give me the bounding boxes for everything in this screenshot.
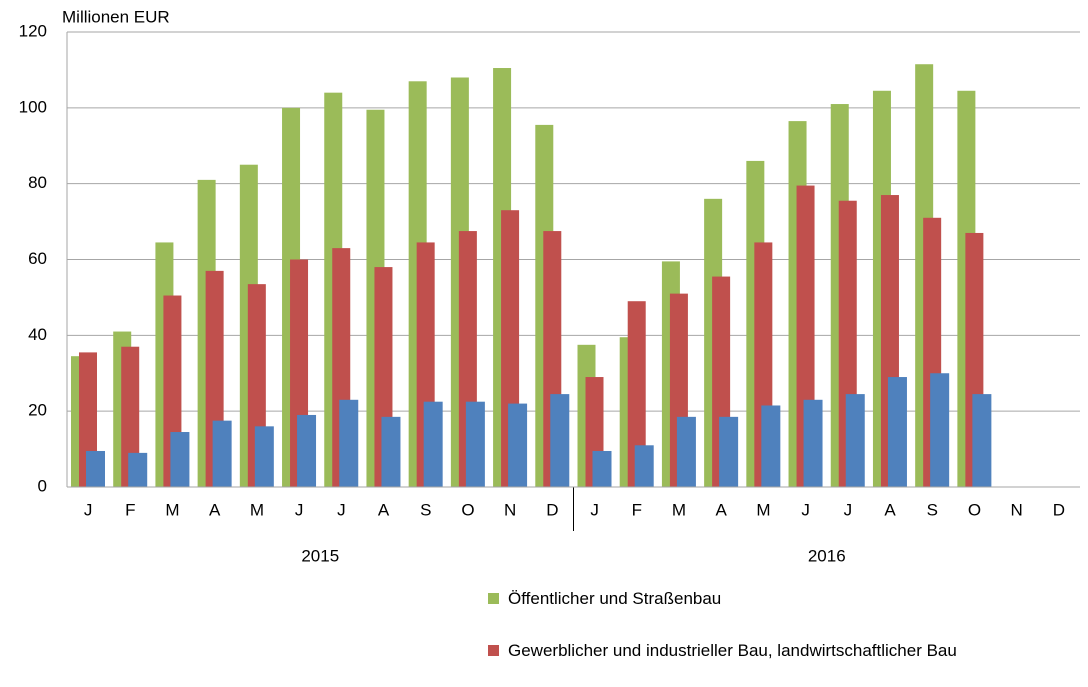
bar (254, 426, 274, 487)
bar (719, 416, 739, 487)
x-tick-label: O (461, 500, 474, 519)
bar (627, 301, 646, 487)
bar (761, 405, 781, 487)
x-tick-label: M (250, 500, 264, 519)
bar (845, 394, 865, 487)
y-tick-label: 120 (19, 21, 47, 40)
bar (887, 377, 907, 487)
bar (212, 420, 232, 487)
legend-item: Öffentlicher und Straßenbau (488, 588, 1068, 610)
bar (423, 401, 443, 487)
x-tick-label: O (968, 500, 981, 519)
bar (634, 445, 654, 487)
x-tick-label: J (801, 500, 810, 519)
y-tick-label: 20 (28, 401, 47, 420)
x-tick-label: J (295, 500, 304, 519)
bar (972, 394, 992, 487)
x-tick-label: A (209, 500, 221, 519)
y-axis-label: Millionen EUR (62, 7, 170, 26)
legend: Öffentlicher und Straßenbau Gewerblicher … (488, 588, 1068, 687)
group-label: 2015 (301, 546, 339, 565)
x-tick-label: S (420, 500, 431, 519)
x-tick-label: F (632, 500, 642, 519)
legend-swatch (488, 593, 499, 604)
bar (297, 414, 317, 487)
y-tick-label: 60 (28, 249, 47, 268)
x-tick-label: M (672, 500, 686, 519)
x-tick-label: A (378, 500, 390, 519)
legend-swatch (488, 645, 499, 656)
x-tick-label: A (884, 500, 896, 519)
legend-label: Öffentlicher und Straßenbau (508, 589, 722, 608)
bar (465, 401, 485, 487)
chart: Millionen EUR 0 20 40 60 80 100 120 J F M A M J J A S O N… (19, 7, 1080, 565)
legend-label: Gewerblicher und industrieller Bau, land… (508, 641, 957, 660)
x-tick-label: S (927, 500, 938, 519)
x-tick-label: J (844, 500, 853, 519)
bar (592, 450, 612, 487)
bar (508, 403, 528, 487)
x-tick-label: J (84, 500, 93, 519)
y-tick-label: 80 (28, 173, 47, 192)
bar (86, 450, 105, 487)
group-label: 2016 (808, 546, 846, 565)
y-tick-label: 100 (19, 97, 47, 116)
bar (550, 394, 570, 487)
bar (121, 346, 140, 487)
x-tick-label: D (1053, 500, 1065, 519)
bar (128, 452, 148, 487)
bar (676, 416, 696, 487)
x-tick-label: A (716, 500, 728, 519)
x-tick-label: N (1011, 500, 1023, 519)
x-tick-label: D (546, 500, 558, 519)
x-tick-label: J (590, 500, 599, 519)
x-tick-label: N (504, 500, 516, 519)
bar (381, 416, 401, 487)
x-tick-label: J (337, 500, 346, 519)
bar (930, 373, 950, 487)
x-tick-label: F (125, 500, 135, 519)
bar (339, 399, 359, 487)
bar (170, 432, 190, 487)
bar (803, 399, 823, 487)
x-tick-label: M (756, 500, 770, 519)
legend-item: Gewerblicher und industrieller Bau, land… (488, 640, 1068, 662)
y-tick-label: 0 (38, 476, 47, 495)
x-tick-label: M (165, 500, 179, 519)
y-tick-label: 40 (28, 325, 47, 344)
